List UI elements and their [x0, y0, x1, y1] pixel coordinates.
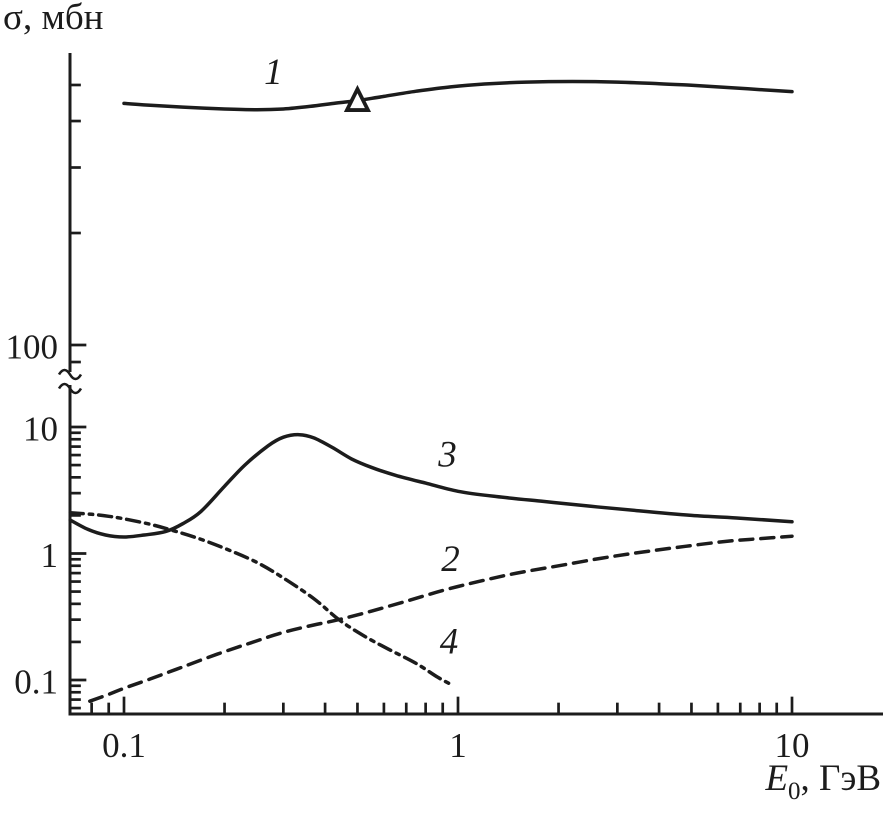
y-tick-label: 0.1 — [14, 663, 58, 702]
curve-label-3: 3 — [437, 435, 457, 476]
open-triangle-marker — [343, 84, 372, 112]
x-tick-label: 10 — [775, 726, 810, 765]
x-tick-label: 1 — [449, 726, 467, 765]
x-axis-title-unit: , ГэВ — [800, 758, 881, 799]
curve-3 — [68, 432, 794, 539]
y-tick-label: 1 — [41, 536, 59, 575]
curve-label-1: 1 — [264, 52, 283, 93]
x-axis-title: E0, ГэВ — [765, 757, 881, 804]
curve-label-4: 4 — [440, 621, 459, 662]
x-axis-title-subscript: 0 — [788, 778, 801, 805]
y-tick-label: 100 — [6, 328, 59, 367]
y-axis-break-tilde — [57, 382, 83, 395]
y-axis-title: σ, мбн — [3, 0, 104, 38]
curve-label-2: 2 — [441, 539, 460, 580]
x-tick-label: 0.1 — [102, 726, 146, 765]
y-axis-break-tilde — [57, 368, 83, 381]
curve-2 — [88, 534, 794, 703]
x-axis-title-variable: E — [765, 758, 789, 799]
y-tick-label: 10 — [23, 410, 58, 449]
curve-1 — [122, 79, 794, 112]
curve-4 — [68, 510, 456, 688]
